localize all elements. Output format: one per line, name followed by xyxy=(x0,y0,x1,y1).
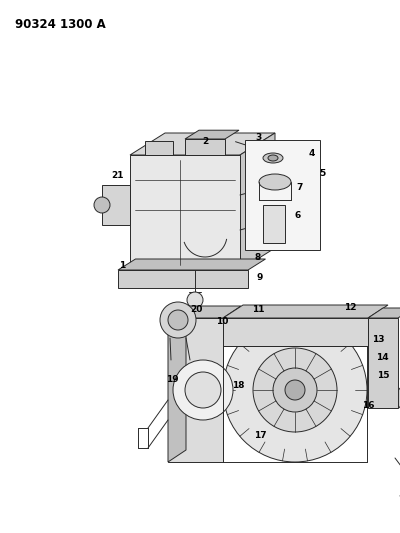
Circle shape xyxy=(94,197,110,213)
Circle shape xyxy=(396,384,400,412)
Circle shape xyxy=(160,302,196,338)
Polygon shape xyxy=(168,306,241,318)
Text: 19: 19 xyxy=(166,376,178,384)
Text: 18: 18 xyxy=(232,381,244,390)
Text: 16: 16 xyxy=(362,400,374,409)
Text: 90324 1300 A: 90324 1300 A xyxy=(15,18,106,31)
Polygon shape xyxy=(130,133,275,155)
Ellipse shape xyxy=(263,153,283,163)
Polygon shape xyxy=(118,270,248,288)
Text: 10: 10 xyxy=(216,318,228,327)
Circle shape xyxy=(185,372,221,408)
Text: 15: 15 xyxy=(377,372,389,381)
Circle shape xyxy=(285,380,305,400)
Circle shape xyxy=(253,348,337,432)
Circle shape xyxy=(187,292,203,308)
Text: 13: 13 xyxy=(372,335,384,344)
Text: 8: 8 xyxy=(255,254,261,262)
Text: 6: 6 xyxy=(295,211,301,220)
Circle shape xyxy=(273,368,317,412)
Ellipse shape xyxy=(259,174,291,190)
Text: 9: 9 xyxy=(257,273,263,282)
Polygon shape xyxy=(168,306,186,462)
Text: 17: 17 xyxy=(254,431,266,440)
Polygon shape xyxy=(185,130,239,139)
Polygon shape xyxy=(118,259,266,270)
Text: 12: 12 xyxy=(344,303,356,312)
Polygon shape xyxy=(223,305,388,318)
Polygon shape xyxy=(240,133,275,270)
Text: 2: 2 xyxy=(202,138,208,147)
Polygon shape xyxy=(368,308,400,318)
Circle shape xyxy=(173,360,233,420)
Text: 5: 5 xyxy=(319,168,325,177)
Text: 20: 20 xyxy=(190,305,202,314)
Circle shape xyxy=(223,318,367,462)
Polygon shape xyxy=(102,185,130,225)
Polygon shape xyxy=(130,155,240,270)
Text: 4: 4 xyxy=(309,149,315,157)
Bar xyxy=(185,139,225,155)
Ellipse shape xyxy=(268,155,278,161)
Circle shape xyxy=(168,310,188,330)
Text: 3: 3 xyxy=(255,133,261,141)
Bar xyxy=(145,141,173,155)
Polygon shape xyxy=(223,318,368,346)
Text: 14: 14 xyxy=(376,353,388,362)
Text: 7: 7 xyxy=(297,183,303,192)
Text: 1: 1 xyxy=(119,261,125,270)
Text: 21: 21 xyxy=(111,171,123,180)
Bar xyxy=(263,205,285,243)
Text: 11: 11 xyxy=(252,305,264,314)
Polygon shape xyxy=(368,318,398,408)
Polygon shape xyxy=(168,318,223,462)
Bar xyxy=(245,140,320,250)
